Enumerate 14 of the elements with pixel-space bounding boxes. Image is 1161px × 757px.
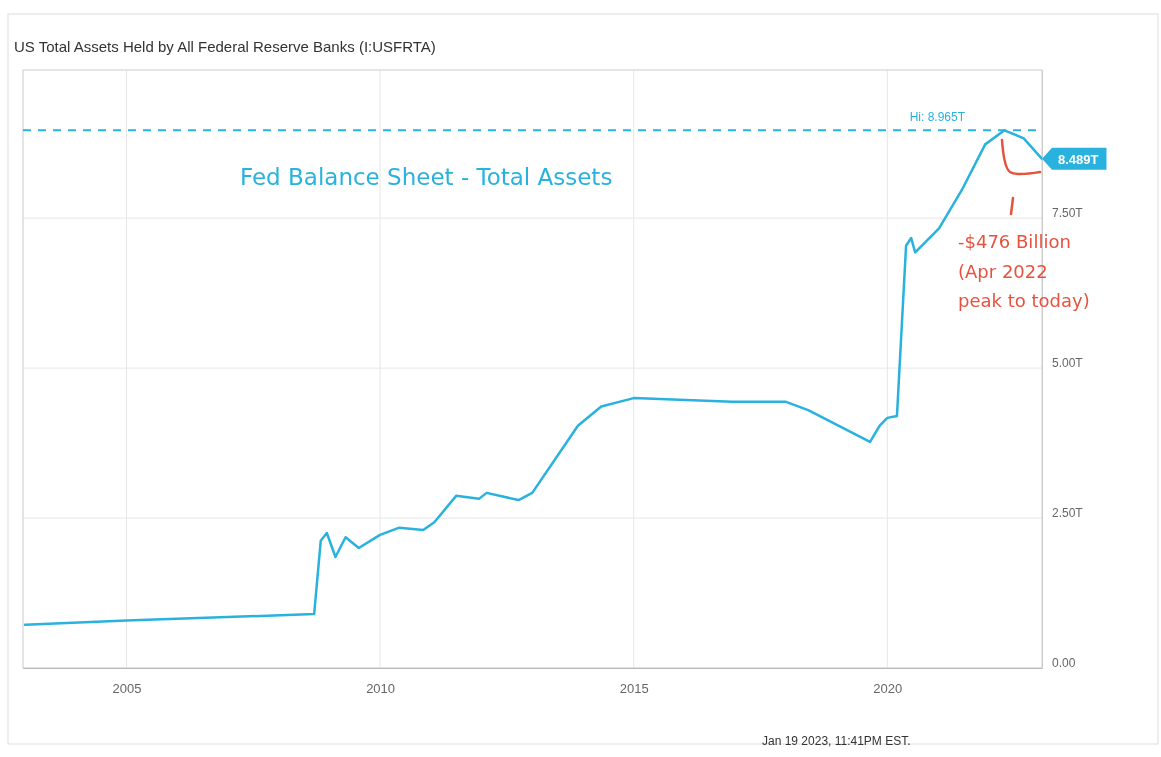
x-tick-label: 2010 — [366, 681, 396, 697]
x-tick-label: 2005 — [112, 681, 142, 697]
x-tick-label: 2020 — [873, 681, 903, 697]
y-tick-label: 0.00 — [1052, 656, 1076, 671]
annotation: -$476 Billion (Apr 2022 peak to today) — [958, 231, 1090, 312]
y-tick-label: 2.50T — [1052, 506, 1084, 521]
text: Jan 19 2023, 11:41PM EST. — [762, 734, 911, 748]
annotation: Hi: 8.965T — [909, 110, 966, 124]
annotation: Fed Balance Sheet - Total Assets — [240, 164, 613, 190]
x-tick-label: 2015 — [619, 681, 649, 697]
y-tick-label: 5.00T — [1052, 356, 1084, 371]
chart-title: US Total Assets Held by All Federal Reserve Banks (I:USFRTA) — [14, 38, 436, 55]
annotation: 8.489T — [1058, 151, 1099, 167]
y-tick-label: 7.50T — [1052, 206, 1084, 221]
